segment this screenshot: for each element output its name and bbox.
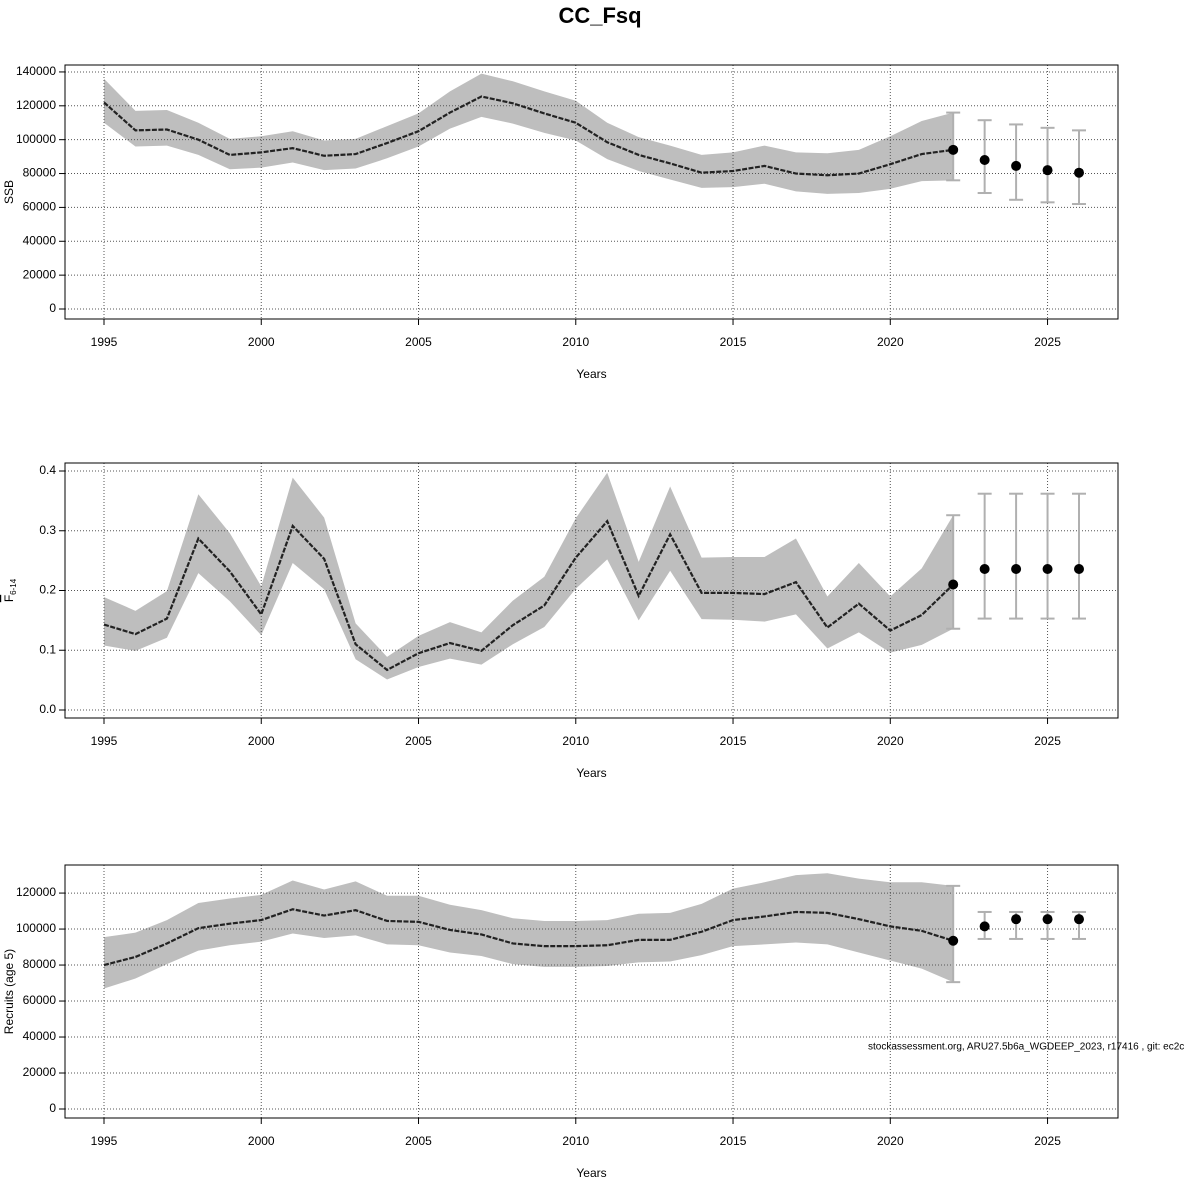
y-axis-label: F6-14 [2, 578, 18, 602]
figure-title: CC_Fsq [558, 3, 641, 28]
x-axis-label: Years [576, 766, 606, 780]
x-tick-label: 1995 [91, 734, 118, 748]
y-tick-label: 40000 [23, 233, 57, 247]
y-axis-label-main: F [2, 595, 16, 602]
x-tick-label: 2020 [877, 1134, 904, 1148]
footnote: stockassessment.org, ARU27.5b6a_WGDEEP_2… [868, 1042, 1184, 1053]
x-tick-label: 2010 [562, 1134, 589, 1148]
x-tick-label: 2010 [562, 734, 589, 748]
forecast-point [1074, 167, 1084, 178]
x-tick-label: 2020 [877, 734, 904, 748]
plot-frame [64, 864, 1119, 1119]
y-tick-label: 0 [49, 1101, 56, 1115]
x-tick-label: 2005 [405, 335, 432, 349]
x-tick-label: 2015 [720, 1134, 747, 1148]
plot-frame [64, 64, 1119, 320]
y-tick-label: 100000 [16, 132, 56, 146]
x-tick-label: 2000 [248, 335, 275, 349]
y-tick-label: 0.4 [39, 463, 56, 477]
x-tick-label: 2025 [1034, 335, 1061, 349]
x-tick-label: 1995 [91, 1134, 118, 1148]
forecast-point [1074, 914, 1084, 925]
y-tick-label: 0 [49, 301, 56, 315]
x-tick-label: 2005 [405, 1134, 432, 1148]
forecast-point [979, 921, 990, 932]
y-axis-label: Recruits (age 5) [2, 949, 16, 1034]
forecast-point [1042, 165, 1053, 176]
y-tick-label: 60000 [23, 200, 57, 214]
forecast-point [1011, 160, 1022, 171]
forecast-point [1011, 914, 1022, 925]
x-tick-label: 2025 [1034, 1134, 1061, 1148]
y-tick-label: 0.1 [39, 642, 56, 656]
y-tick-label: 120000 [16, 98, 56, 112]
y-axis-label-main: SSB [2, 180, 16, 204]
x-tick-label: 2005 [405, 734, 432, 748]
y-tick-label: 40000 [23, 1029, 57, 1043]
x-axis-label: Years [576, 1166, 606, 1180]
y-axis-label-main: Recruits (age 5) [2, 949, 16, 1034]
y-tick-label: 60000 [23, 993, 57, 1007]
y-tick-label: 140000 [16, 64, 56, 78]
x-tick-label: 2020 [877, 335, 904, 349]
forecast-point [1074, 563, 1084, 574]
y-tick-label: 0.3 [39, 523, 56, 537]
confidence-band [104, 472, 954, 680]
point [948, 935, 959, 946]
x-tick-label: 2000 [248, 734, 275, 748]
y-tick-label: 20000 [23, 1065, 57, 1079]
forecast-point [1042, 914, 1053, 925]
forecast-point [1042, 563, 1053, 574]
forecast-point [1011, 563, 1022, 574]
y-tick-label: 0.2 [39, 583, 56, 597]
x-tick-label: 2010 [562, 335, 589, 349]
y-tick-label: 0.0 [39, 702, 56, 716]
x-tick-label: 2015 [720, 335, 747, 349]
point [948, 144, 959, 155]
y-axis-label-subscript: 6-14 [9, 578, 18, 595]
y-tick-label: 100000 [16, 921, 56, 935]
y-tick-label: 120000 [16, 885, 56, 899]
y-tick-label: 20000 [23, 267, 57, 281]
x-tick-label: 2000 [248, 1134, 275, 1148]
y-tick-label: 80000 [23, 957, 57, 971]
x-tick-label: 2015 [720, 734, 747, 748]
x-tick-label: 1995 [91, 335, 118, 349]
estimate-line [103, 908, 954, 967]
forecast-point [979, 154, 990, 165]
confidence-band [104, 873, 954, 989]
x-tick-label: 2025 [1034, 734, 1061, 748]
forecast-point [979, 563, 990, 574]
y-tick-label: 80000 [23, 166, 57, 180]
x-axis-label: Years [576, 367, 606, 381]
y-axis-label: SSB [2, 180, 16, 204]
confidence-band [104, 73, 954, 194]
point [948, 579, 959, 590]
estimate-line [103, 519, 954, 672]
estimate-line [103, 95, 954, 177]
